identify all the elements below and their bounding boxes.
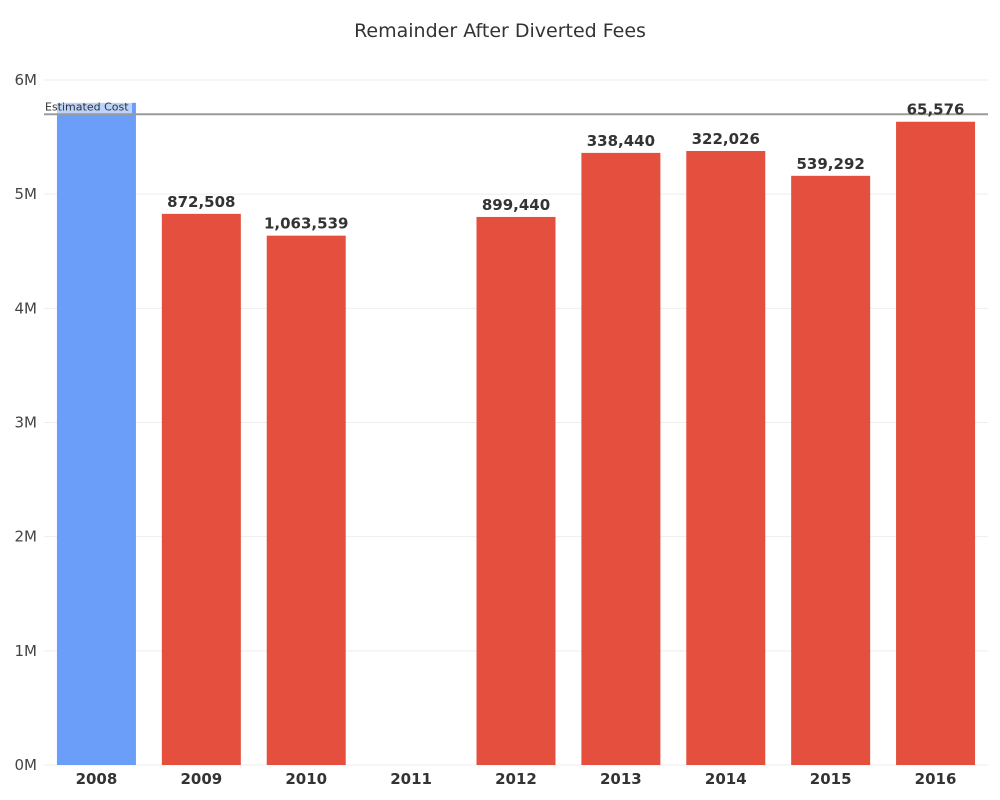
y-tick-label: 2M: [15, 528, 38, 546]
data-label-2013: 338,440: [587, 132, 655, 150]
x-tick-label-2010: 2010: [285, 770, 327, 788]
bar-2010[interactable]: [266, 235, 346, 765]
reference-line-group: Estimated Cost: [44, 99, 988, 116]
y-tick-label: 0M: [15, 756, 38, 774]
x-tick-label-2009: 2009: [180, 770, 222, 788]
bar-2013[interactable]: [581, 152, 661, 766]
bar-2009[interactable]: [161, 213, 241, 765]
bar-2016[interactable]: [896, 121, 976, 766]
x-tick-label-2008: 2008: [76, 770, 118, 788]
data-label-2009: 872,508: [167, 193, 235, 211]
data-label-2010: 1,063,539: [264, 215, 348, 233]
x-tick-label-2012: 2012: [495, 770, 537, 788]
y-axis-ticks: 0M 1M 2M 3M 4M 5M 6M: [15, 71, 38, 774]
x-tick-label-2015: 2015: [810, 770, 852, 788]
bar-2014[interactable]: [686, 151, 766, 765]
y-tick-label: 3M: [15, 414, 38, 432]
chart-title: Remainder After Diverted Fees: [354, 20, 646, 42]
y-tick-label: 6M: [15, 71, 38, 89]
estimated-cost-label: Estimated Cost: [45, 100, 129, 113]
bar-2012[interactable]: [476, 216, 556, 766]
bar-2008[interactable]: [56, 102, 136, 766]
data-labels: 872,508 1,063,539 899,440 338,440 322,026 539…: [167, 101, 964, 233]
data-label-2016: 65,576: [907, 101, 965, 119]
y-tick-label: 1M: [15, 642, 38, 660]
data-label-2015: 539,292: [797, 155, 865, 173]
bars: [56, 102, 976, 766]
data-label-2012: 899,440: [482, 196, 550, 214]
estimated-cost-label-bg: [44, 99, 132, 114]
bar-2015[interactable]: [791, 175, 871, 766]
y-tick-label: 4M: [15, 299, 38, 317]
x-tick-label-2014: 2014: [705, 770, 747, 788]
x-axis-ticks: 2008 2009 2010 2011 2012 2013 2014 2015 2016: [76, 770, 957, 788]
x-tick-label-2013: 2013: [600, 770, 642, 788]
y-tick-label: 5M: [15, 185, 38, 203]
data-label-2014: 322,026: [692, 130, 760, 148]
x-tick-label-2016: 2016: [915, 770, 957, 788]
x-tick-label-2011: 2011: [390, 770, 432, 788]
